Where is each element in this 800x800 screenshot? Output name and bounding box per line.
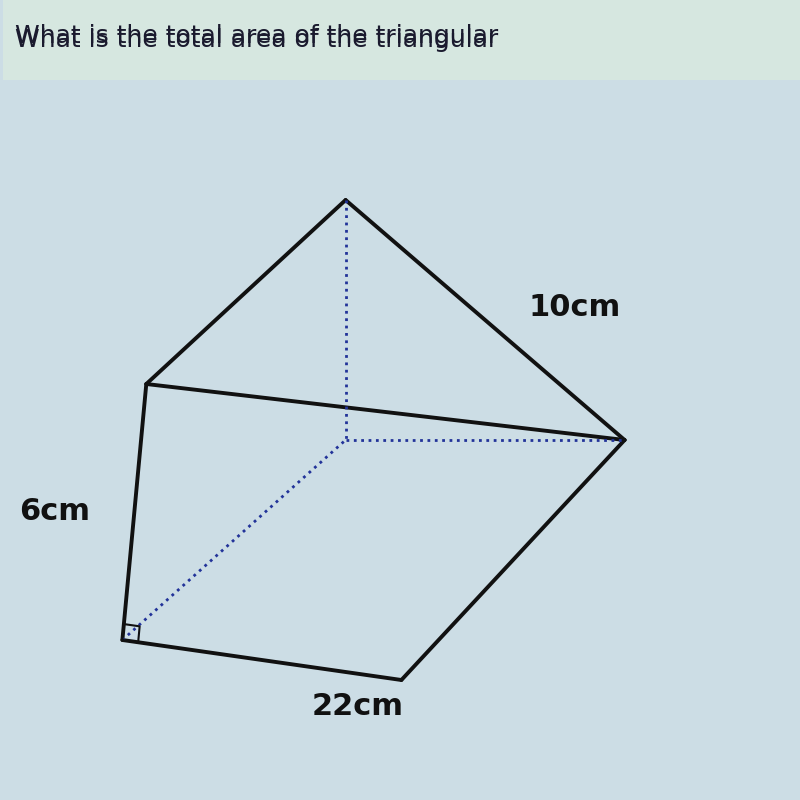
Text: 22cm: 22cm <box>311 692 403 721</box>
Text: What is the total area of the triangular: What is the total area of the triangular <box>14 24 498 48</box>
Text: What is the total area of the triangular: What is the total area of the triangular <box>14 28 498 52</box>
FancyBboxPatch shape <box>3 0 800 80</box>
Text: 6cm: 6cm <box>19 498 90 526</box>
Text: 10cm: 10cm <box>529 294 622 322</box>
